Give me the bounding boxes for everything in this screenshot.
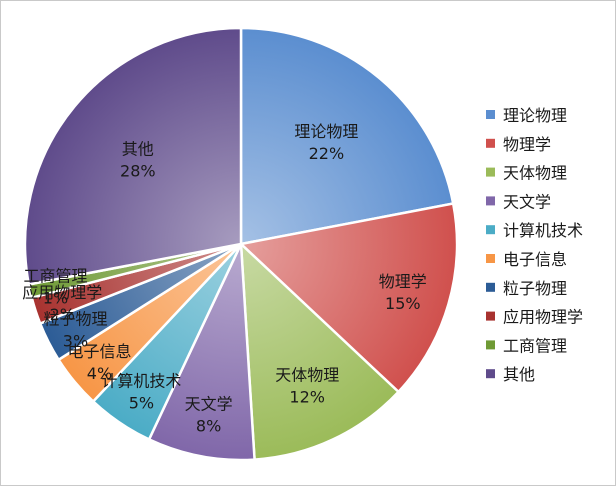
slice-percent-label: 22% <box>309 144 345 163</box>
legend-label: 计算机技术 <box>503 221 583 240</box>
pie-slice-10 <box>23 26 243 286</box>
slice-name-label: 天文学 <box>185 395 233 414</box>
slice-name-label: 计算机技术 <box>101 372 181 391</box>
slice-percent-label: 28% <box>120 162 156 181</box>
legend-swatch <box>486 196 495 206</box>
legend-swatch <box>486 110 495 119</box>
slice-name-label: 理论物理 <box>294 122 358 141</box>
legend-swatch <box>486 254 495 263</box>
legend-swatch <box>486 340 495 350</box>
slice-name-label: 其他 <box>122 140 154 159</box>
legend-label: 天体物理 <box>503 164 567 183</box>
slice-name-label: 天体物理 <box>275 366 339 385</box>
slice-name-label: 工商管理 <box>23 267 87 286</box>
pie-slice-3 <box>239 240 401 461</box>
slice-percent-label: 12% <box>289 388 325 407</box>
slice-percent-label: 1% <box>43 289 68 308</box>
legend-swatch <box>486 282 495 292</box>
pie-slice-2 <box>238 202 459 394</box>
legend-label: 工商管理 <box>503 336 567 355</box>
slice-percent-label: 15% <box>385 294 421 313</box>
legend-label: 其他 <box>503 365 535 384</box>
slice-percent-label: 2% <box>50 305 75 324</box>
legend-label: 电子信息 <box>503 250 567 269</box>
legend-swatch <box>486 138 495 148</box>
legend-label: 应用物理学 <box>503 308 583 327</box>
legend-swatch <box>486 311 495 321</box>
legend-label: 粒子物理 <box>503 279 567 298</box>
slice-percent-label: 3% <box>63 331 88 350</box>
pie-slice-1 <box>239 26 455 246</box>
pie-slices <box>23 26 459 462</box>
slice-percent-label: 4% <box>87 364 112 383</box>
slice-labels: 理论物理 22% 物理学 15% 天体物理 12% 天文学 8% 计算机技术 5% 电子信息 4% 粒子… <box>22 122 427 436</box>
slice-name-label: 粒子物理 <box>43 309 107 328</box>
slice-name-label: 应用物理学 <box>22 283 102 302</box>
legend-label: 物理学 <box>503 135 551 154</box>
slice-name-label: 电子信息 <box>67 342 131 361</box>
legend-swatch <box>486 167 495 177</box>
slice-percent-label: 8% <box>196 417 221 436</box>
slice-name-label: 物理学 <box>379 272 427 291</box>
slice-percent-label: 5% <box>129 394 154 413</box>
legend-label: 天文学 <box>503 192 551 211</box>
pie-slice-4 <box>147 243 256 462</box>
legend-swatch <box>486 369 495 379</box>
legend-label: 理论物理 <box>503 106 567 125</box>
legend-swatch <box>486 225 495 235</box>
